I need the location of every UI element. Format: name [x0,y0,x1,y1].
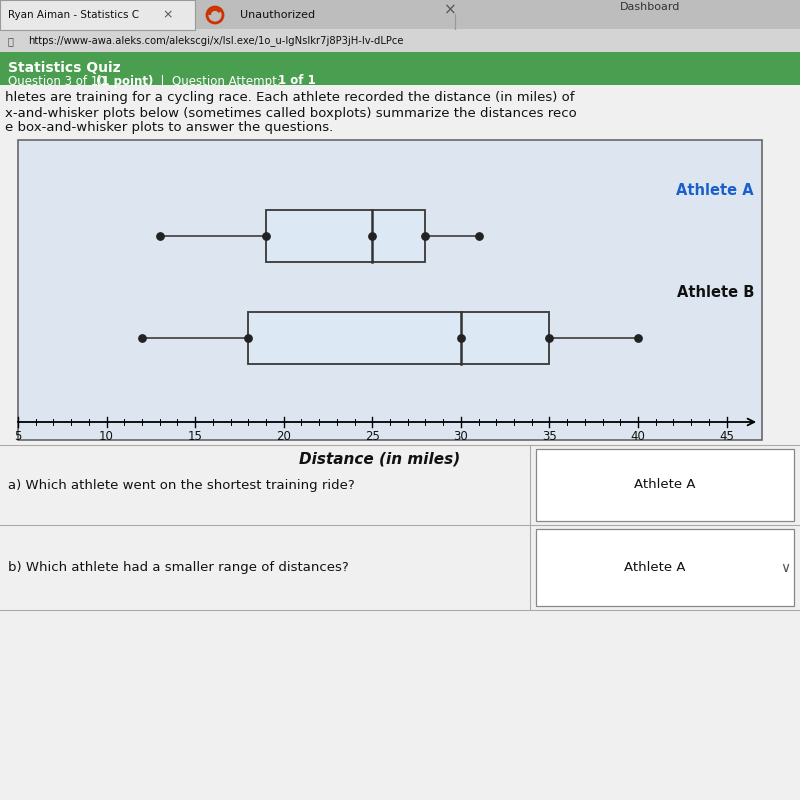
Text: Athlete B: Athlete B [677,285,754,300]
Text: ∨: ∨ [780,561,790,574]
FancyBboxPatch shape [266,210,426,262]
Text: x-and-whisker plots below (sometimes called boxplots) summarize the distances re: x-and-whisker plots below (sometimes cal… [5,107,577,121]
Text: |  Question Attempt:: | Question Attempt: [153,74,285,87]
Text: ×: × [162,9,174,22]
Text: a) Which athlete went on the shortest training ride?: a) Which athlete went on the shortest tr… [8,478,354,491]
FancyBboxPatch shape [0,52,800,85]
Text: 🔒: 🔒 [8,36,14,46]
Point [154,230,166,242]
Text: 1 of 1: 1 of 1 [278,74,316,87]
Text: Athlete A: Athlete A [676,183,754,198]
Point [259,230,272,242]
Text: 20: 20 [276,430,291,443]
Text: |: | [453,14,458,30]
FancyBboxPatch shape [0,29,800,53]
Text: https://www-awa.aleks.com/alekscgi/x/lsl.exe/1o_u-lgNslkr7j8P3jH-lv-dLPce: https://www-awa.aleks.com/alekscgi/x/lsl… [28,35,403,46]
Point [135,331,149,344]
Text: 35: 35 [542,430,557,443]
Text: Distance (in miles): Distance (in miles) [299,452,461,467]
Text: 15: 15 [188,430,202,443]
FancyBboxPatch shape [0,85,800,800]
Text: 25: 25 [365,430,380,443]
Text: Unauthorized: Unauthorized [240,10,315,20]
Point [543,331,556,344]
Text: 10: 10 [99,430,114,443]
Point [419,230,432,242]
Text: 45: 45 [719,430,734,443]
Text: (1 point): (1 point) [96,74,154,87]
Point [454,331,467,344]
Point [632,331,645,344]
Text: Athlete A: Athlete A [634,478,696,491]
FancyBboxPatch shape [536,529,794,606]
Text: hletes are training for a cycling race. Each athlete recorded the distance (in m: hletes are training for a cycling race. … [5,90,574,103]
Text: Dashboard: Dashboard [620,2,680,12]
Point [242,331,254,344]
Point [366,230,378,242]
FancyBboxPatch shape [18,140,762,440]
FancyBboxPatch shape [0,0,195,30]
Text: Statistics Quiz: Statistics Quiz [8,61,121,75]
Text: b) Which athlete had a smaller range of distances?: b) Which athlete had a smaller range of … [8,561,349,574]
Text: e box-and-whisker plots to answer the questions.: e box-and-whisker plots to answer the qu… [5,122,334,134]
Text: Ryan Aiman - Statistics C: Ryan Aiman - Statistics C [8,10,139,20]
Text: Question 3 of 10: Question 3 of 10 [8,74,110,87]
FancyBboxPatch shape [248,312,550,364]
Text: ×: × [444,2,456,18]
Text: 30: 30 [454,430,468,443]
Text: 5: 5 [14,430,22,443]
Text: 40: 40 [630,430,646,443]
FancyBboxPatch shape [536,449,794,521]
FancyBboxPatch shape [0,0,800,30]
Point [472,230,485,242]
Text: Athlete A: Athlete A [624,561,686,574]
